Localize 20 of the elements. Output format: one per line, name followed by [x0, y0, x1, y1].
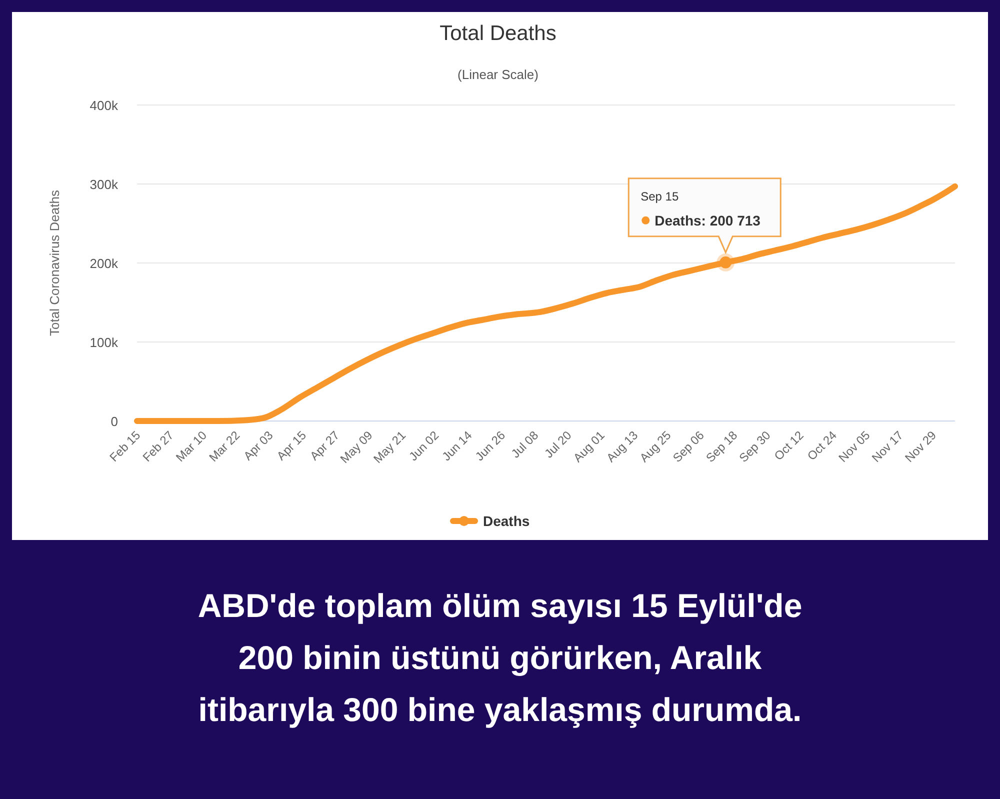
text: ABD'de toplam ölüm sayısı 15 Eylül'de 200 binin üstünü görürken, Aralık itibarıyla 300 bine yaklaşmış durumda. [198, 587, 802, 728]
annotation: Sep 15 Deaths: 200 713 [640, 189, 761, 228]
x-tick-label: Apr 15 [274, 428, 310, 464]
y-tick-label: 400k [90, 98, 118, 113]
x-tick-label: Jul 08 [508, 428, 542, 461]
x-tick-label: May 21 [370, 428, 409, 466]
x-tick-label: Jun 02 [406, 428, 442, 464]
chart-title: Total Deaths [440, 22, 556, 45]
y-tick-label: 200k [90, 256, 118, 271]
y-tick-label: 0 [110, 414, 118, 429]
legend-label: Deaths [483, 513, 530, 529]
chart-subtitle: (Linear Scale) [458, 67, 538, 82]
x-tick-label: Oct 12 [771, 428, 807, 464]
y-axis-title: Total Coronavirus Deaths [47, 190, 62, 336]
y-tick-label: 100k [90, 335, 118, 350]
x-tick-label: Jun 14 [439, 428, 475, 464]
y-tick-label: 300k [90, 177, 118, 192]
tooltip-callout: Sep 15 Deaths: 200 713 [628, 178, 782, 272]
x-tick-label: Apr 03 [240, 428, 276, 464]
x-tick-label: Jun 26 [472, 428, 508, 464]
